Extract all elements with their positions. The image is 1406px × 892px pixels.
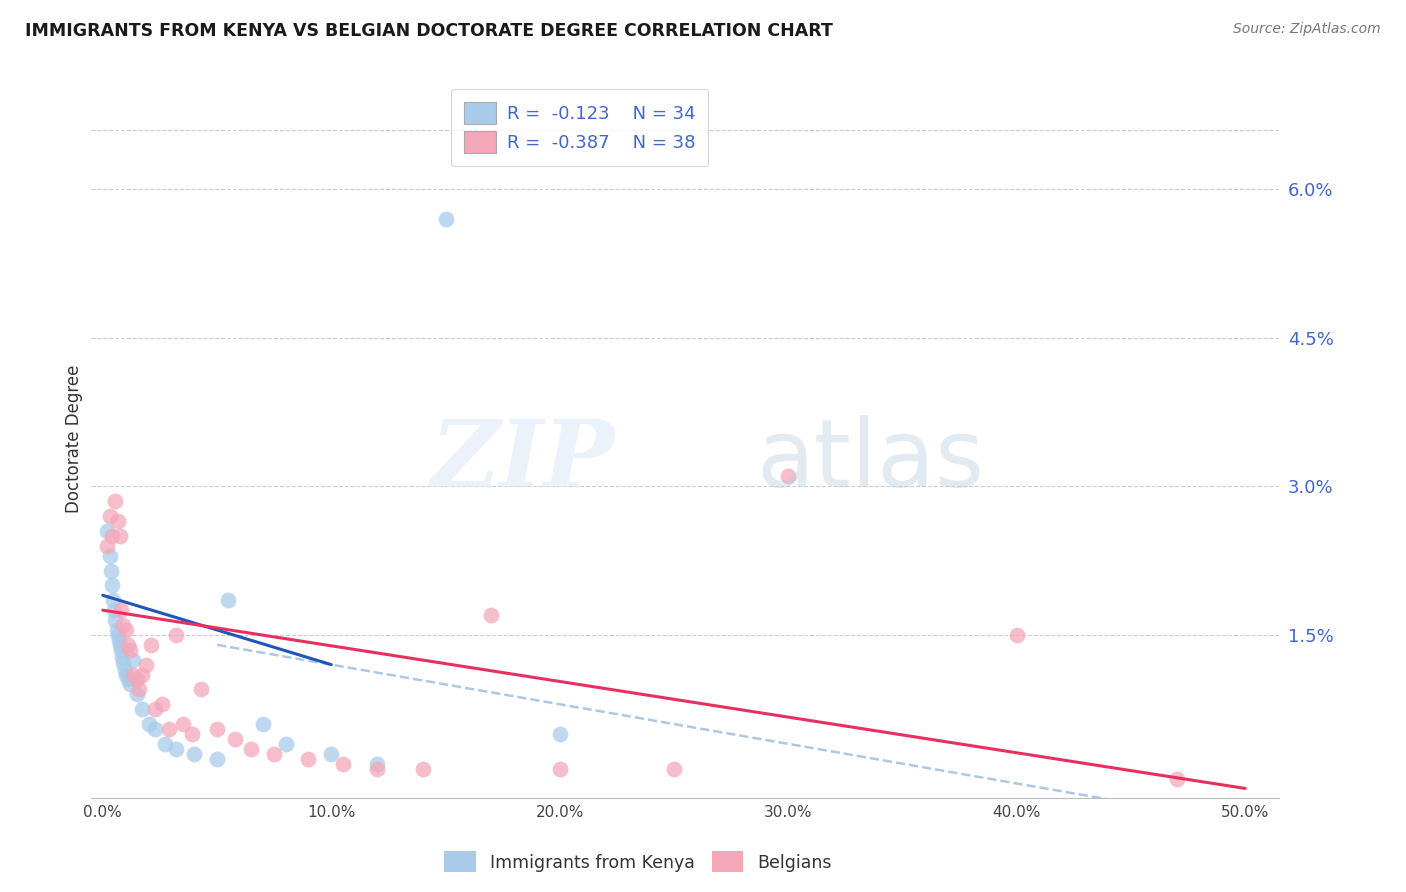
Point bbox=[112, 656, 135, 670]
Point bbox=[548, 762, 571, 776]
Text: IMMIGRANTS FROM KENYA VS BELGIAN DOCTORATE DEGREE CORRELATION CHART: IMMIGRANTS FROM KENYA VS BELGIAN DOCTORA… bbox=[25, 22, 834, 40]
Point bbox=[100, 564, 122, 578]
Point bbox=[114, 667, 136, 681]
Point bbox=[121, 667, 143, 681]
Point bbox=[111, 649, 134, 664]
Point bbox=[662, 762, 685, 776]
Point bbox=[98, 509, 121, 524]
Point bbox=[263, 747, 285, 761]
Point bbox=[127, 687, 148, 701]
Point bbox=[150, 698, 173, 712]
Point bbox=[135, 657, 157, 672]
Point bbox=[110, 603, 132, 617]
Point bbox=[120, 642, 142, 657]
Point bbox=[205, 722, 228, 736]
Point bbox=[139, 638, 162, 652]
Point bbox=[127, 673, 148, 687]
Point bbox=[107, 514, 129, 528]
Point bbox=[114, 623, 136, 637]
Point bbox=[778, 469, 800, 483]
Point bbox=[120, 677, 142, 691]
Point bbox=[138, 717, 160, 731]
Point bbox=[366, 762, 388, 776]
Point bbox=[145, 702, 166, 716]
Point bbox=[117, 638, 139, 652]
Point bbox=[321, 747, 343, 761]
Point bbox=[252, 717, 274, 731]
Text: atlas: atlas bbox=[756, 415, 986, 507]
Legend: Immigrants from Kenya, Belgians: Immigrants from Kenya, Belgians bbox=[437, 845, 838, 880]
Point bbox=[101, 529, 124, 543]
Point bbox=[107, 632, 129, 647]
Point bbox=[412, 762, 434, 776]
Point bbox=[332, 756, 354, 771]
Point bbox=[434, 211, 457, 226]
Point bbox=[217, 593, 239, 607]
Point bbox=[224, 731, 246, 746]
Point bbox=[180, 727, 202, 741]
Point bbox=[165, 628, 187, 642]
Point bbox=[479, 608, 502, 623]
Point bbox=[172, 717, 194, 731]
Point bbox=[297, 752, 319, 766]
Point bbox=[112, 618, 135, 632]
Point bbox=[366, 756, 388, 771]
Point bbox=[114, 663, 136, 677]
Point bbox=[205, 752, 228, 766]
Point bbox=[1166, 772, 1188, 786]
Point bbox=[128, 682, 150, 697]
Point bbox=[107, 628, 129, 642]
Point bbox=[104, 613, 127, 627]
Point bbox=[110, 642, 132, 657]
Point bbox=[274, 737, 297, 751]
Text: Source: ZipAtlas.com: Source: ZipAtlas.com bbox=[1233, 22, 1381, 37]
Point bbox=[105, 623, 128, 637]
Point bbox=[157, 722, 180, 736]
Point bbox=[131, 702, 153, 716]
Point bbox=[108, 529, 131, 543]
Text: ZIP: ZIP bbox=[430, 416, 614, 506]
Point bbox=[101, 578, 124, 592]
Point bbox=[103, 603, 125, 617]
Point bbox=[153, 737, 176, 751]
Point bbox=[98, 549, 121, 563]
Point bbox=[121, 653, 143, 667]
Point bbox=[131, 667, 153, 681]
Point bbox=[101, 593, 124, 607]
Point bbox=[96, 539, 118, 553]
Point bbox=[165, 741, 187, 756]
Point bbox=[117, 673, 139, 687]
Point bbox=[104, 494, 127, 508]
Point bbox=[108, 638, 131, 652]
Point bbox=[96, 524, 118, 538]
Point bbox=[183, 747, 205, 761]
Point bbox=[145, 722, 166, 736]
Point bbox=[240, 741, 263, 756]
Point bbox=[548, 727, 571, 741]
Point bbox=[190, 682, 212, 697]
Y-axis label: Doctorate Degree: Doctorate Degree bbox=[65, 365, 83, 514]
Point bbox=[1005, 628, 1028, 642]
